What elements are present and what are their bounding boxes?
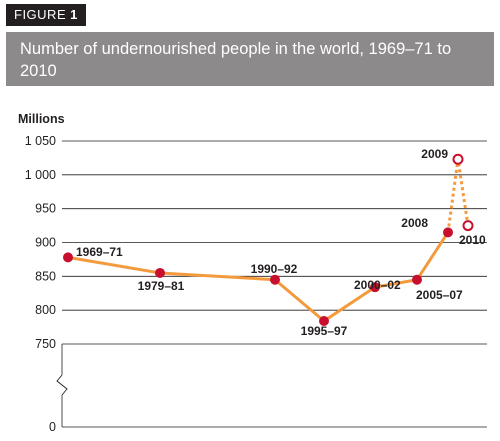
y-tick-label: 1 000 [25,168,56,182]
figure-tag: FIGURE 1 [6,4,86,26]
point-label: 1995–97 [301,324,348,338]
data-point-open [452,153,464,165]
series-lines [66,157,470,323]
grid-lines [62,140,487,428]
chart-title: Number of undernourished people in the w… [20,40,452,80]
y-tick-label: 800 [35,303,56,317]
data-point-open [462,220,474,232]
y-tick-label: 1 050 [25,134,56,148]
y-tick-label: 0 [49,420,56,434]
chart-title-band: Number of undernourished people in the w… [6,32,494,86]
point-label: 1990–92 [251,262,298,276]
y-tick-label: 850 [35,269,56,283]
figure-tag-number: 1 [70,7,78,22]
data-points [63,153,474,326]
axis-break-mark [56,374,68,396]
data-point [370,282,380,293]
data-point [412,274,422,285]
y-tick-label: 950 [35,202,56,216]
y-tick-label: 750 [35,337,56,351]
data-point [63,252,73,263]
point-label: 2009 [421,147,448,161]
point-label: 2000–02 [354,278,401,292]
point-label: 2005–07 [416,288,463,302]
y-axis-unit-label: Millions [18,112,65,126]
figure-tag-prefix: FIGURE [14,7,67,22]
point-labels: 1969–71 1979–81 1990–92 1995–97 2000–02 2005–… [76,147,486,338]
data-point [443,227,453,238]
point-label: 1979–81 [138,279,185,293]
data-point [319,315,329,326]
y-tick-label: 900 [35,236,56,250]
axis-break [56,344,68,427]
data-point [270,274,280,285]
y-tick-labels: 1 050 1 000 950 900 850 800 750 0 [25,134,56,434]
point-label: 2010 [459,233,486,247]
point-label: 2008 [401,216,428,230]
point-label: 1969–71 [76,245,123,259]
data-point [155,267,165,278]
